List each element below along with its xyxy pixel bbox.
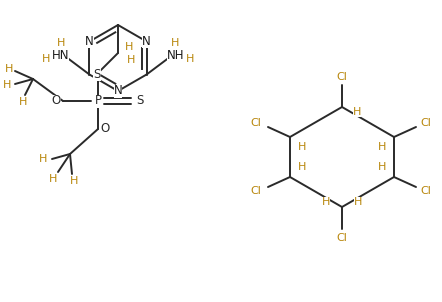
Text: H: H xyxy=(49,174,57,184)
Text: P: P xyxy=(95,95,102,108)
Text: H: H xyxy=(42,53,50,63)
Text: H: H xyxy=(298,142,306,152)
Text: O: O xyxy=(51,95,61,108)
Text: H: H xyxy=(322,197,330,207)
Text: H: H xyxy=(3,80,11,90)
Text: S: S xyxy=(136,95,144,108)
Text: Cl: Cl xyxy=(336,233,347,243)
Text: H: H xyxy=(127,55,135,65)
Text: Cl: Cl xyxy=(420,118,431,128)
Text: N: N xyxy=(142,35,151,48)
Text: H: H xyxy=(125,42,133,52)
Text: HN: HN xyxy=(52,49,69,62)
Text: Cl: Cl xyxy=(336,72,347,82)
Text: S: S xyxy=(93,68,101,81)
Text: NH: NH xyxy=(167,49,184,62)
Text: H: H xyxy=(39,154,47,164)
Text: Cl: Cl xyxy=(251,186,261,196)
Text: H: H xyxy=(5,64,13,74)
Text: N: N xyxy=(85,35,94,48)
Text: O: O xyxy=(100,123,110,136)
Text: H: H xyxy=(354,197,362,207)
Text: H: H xyxy=(57,38,65,49)
Text: H: H xyxy=(378,162,386,172)
Text: H: H xyxy=(171,38,179,49)
Text: H: H xyxy=(19,97,27,107)
Text: Cl: Cl xyxy=(251,118,261,128)
Text: H: H xyxy=(185,53,194,63)
Text: H: H xyxy=(298,162,306,172)
Text: Cl: Cl xyxy=(420,186,431,196)
Text: H: H xyxy=(353,107,361,117)
Text: N: N xyxy=(114,85,122,98)
Text: H: H xyxy=(378,142,386,152)
Text: H: H xyxy=(70,176,78,186)
